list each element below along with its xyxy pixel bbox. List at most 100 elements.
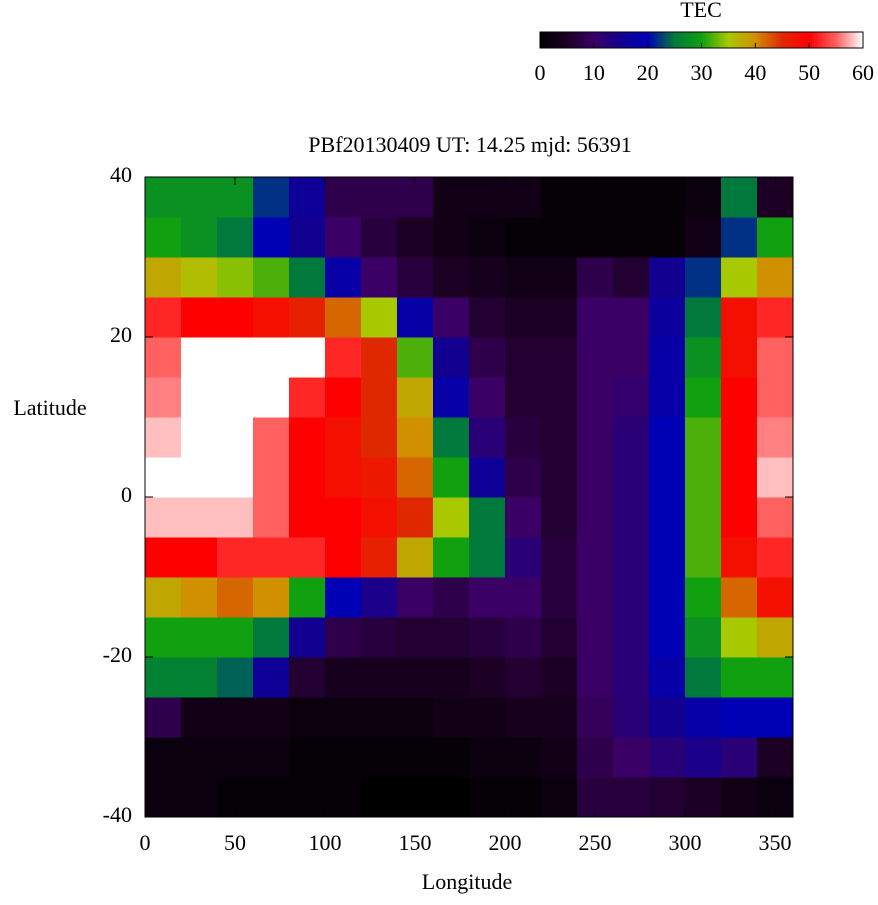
heatmap-cell bbox=[541, 377, 578, 418]
heatmap-cell bbox=[325, 297, 362, 338]
heatmap-cell bbox=[649, 497, 686, 538]
x-tick-label: 0 bbox=[140, 830, 151, 855]
heatmap-cell bbox=[649, 417, 686, 458]
heatmap-cell bbox=[181, 697, 218, 738]
heatmap-cell bbox=[433, 537, 470, 578]
heatmap-cell bbox=[361, 217, 398, 258]
heatmap-cell bbox=[361, 177, 398, 218]
heatmap-cell bbox=[577, 417, 614, 458]
colorbar-tick-label: 0 bbox=[535, 60, 546, 85]
heatmap-cell bbox=[289, 617, 326, 658]
heatmap-cell bbox=[325, 217, 362, 258]
heatmap-cell bbox=[685, 217, 722, 258]
heatmap-cell bbox=[253, 537, 290, 578]
heatmap-cell bbox=[685, 697, 722, 738]
heatmap-cell bbox=[253, 697, 290, 738]
heatmap-cell bbox=[361, 537, 398, 578]
heatmap-cell bbox=[685, 177, 722, 218]
heatmap-cell bbox=[361, 497, 398, 538]
y-tick-label: -40 bbox=[103, 802, 132, 827]
heatmap-cell bbox=[577, 457, 614, 498]
heatmap-cell bbox=[289, 697, 326, 738]
heatmap-cell bbox=[541, 497, 578, 538]
heatmap-cell bbox=[469, 577, 506, 618]
heatmap-cell bbox=[397, 417, 434, 458]
heatmap-cell bbox=[397, 337, 434, 378]
heatmap-cell bbox=[721, 657, 758, 698]
heatmap-cell bbox=[361, 297, 398, 338]
heatmap-cell bbox=[649, 617, 686, 658]
heatmap-cell bbox=[613, 337, 650, 378]
heatmap-cell bbox=[217, 617, 254, 658]
heatmap-cell bbox=[433, 337, 470, 378]
heatmap-cell bbox=[289, 217, 326, 258]
heatmap-cell bbox=[289, 577, 326, 618]
heatmap-cell bbox=[433, 457, 470, 498]
heatmap-cell bbox=[613, 297, 650, 338]
heatmap-cell bbox=[721, 697, 758, 738]
heatmap-cell bbox=[649, 257, 686, 298]
heatmap-cell bbox=[577, 497, 614, 538]
heatmap-cell bbox=[181, 257, 218, 298]
heatmap-cell bbox=[685, 657, 722, 698]
heatmap-cell bbox=[289, 337, 326, 378]
heatmap-cell bbox=[289, 417, 326, 458]
heatmap-cell bbox=[469, 217, 506, 258]
heatmap-cell bbox=[397, 217, 434, 258]
heatmap-cell bbox=[433, 657, 470, 698]
heatmap-cell bbox=[397, 297, 434, 338]
heatmap-cell bbox=[577, 377, 614, 418]
heatmap-cell bbox=[721, 257, 758, 298]
heatmap-cell bbox=[253, 217, 290, 258]
colorbar-tick-label: 50 bbox=[798, 60, 820, 85]
heatmap-cell bbox=[253, 257, 290, 298]
heatmap-cell bbox=[217, 657, 254, 698]
heatmap-cell bbox=[253, 657, 290, 698]
heatmap-cell bbox=[505, 377, 542, 418]
heatmap-cell bbox=[397, 457, 434, 498]
heatmap-cell bbox=[613, 177, 650, 218]
heatmap-cell bbox=[505, 217, 542, 258]
heatmap-cell bbox=[433, 737, 470, 778]
heatmap-cell bbox=[217, 737, 254, 778]
heatmap-cell bbox=[181, 537, 218, 578]
heatmap-cell bbox=[217, 577, 254, 618]
heatmap-cell bbox=[289, 297, 326, 338]
heatmap-cell bbox=[757, 457, 794, 498]
heatmap-cell bbox=[181, 457, 218, 498]
heatmap-cell bbox=[145, 777, 182, 818]
heatmap-cell bbox=[505, 337, 542, 378]
heatmap-cell bbox=[757, 257, 794, 298]
heatmap-cell bbox=[721, 777, 758, 818]
heatmap-cell bbox=[145, 617, 182, 658]
heatmap-cell bbox=[145, 537, 182, 578]
heatmap-cell bbox=[505, 737, 542, 778]
x-tick-label: 200 bbox=[489, 830, 522, 855]
heatmap-cell bbox=[721, 577, 758, 618]
heatmap-cell bbox=[577, 577, 614, 618]
heatmap-cell bbox=[253, 617, 290, 658]
heatmap-cell bbox=[181, 497, 218, 538]
heatmap-cell bbox=[649, 377, 686, 418]
heatmap-cell bbox=[361, 617, 398, 658]
heatmap-cell bbox=[469, 537, 506, 578]
heatmap-cell bbox=[685, 297, 722, 338]
heatmap-cell bbox=[217, 257, 254, 298]
heatmap-cell bbox=[757, 337, 794, 378]
heatmap-cell bbox=[253, 417, 290, 458]
heatmap-cell bbox=[289, 457, 326, 498]
heatmap-cell bbox=[505, 457, 542, 498]
heatmap-cell bbox=[613, 457, 650, 498]
heatmap-cell bbox=[433, 617, 470, 658]
heatmap-cell bbox=[145, 697, 182, 738]
heatmap-cell bbox=[145, 297, 182, 338]
heatmap-cell bbox=[289, 777, 326, 818]
heatmap-cell bbox=[217, 697, 254, 738]
heatmap-cell bbox=[397, 697, 434, 738]
heatmap-cell bbox=[145, 497, 182, 538]
heatmap-cell bbox=[469, 177, 506, 218]
heatmap-cell bbox=[685, 617, 722, 658]
y-tick-label: 40 bbox=[110, 162, 132, 187]
y-tick-label: -20 bbox=[103, 642, 132, 667]
heatmap-cell bbox=[649, 657, 686, 698]
